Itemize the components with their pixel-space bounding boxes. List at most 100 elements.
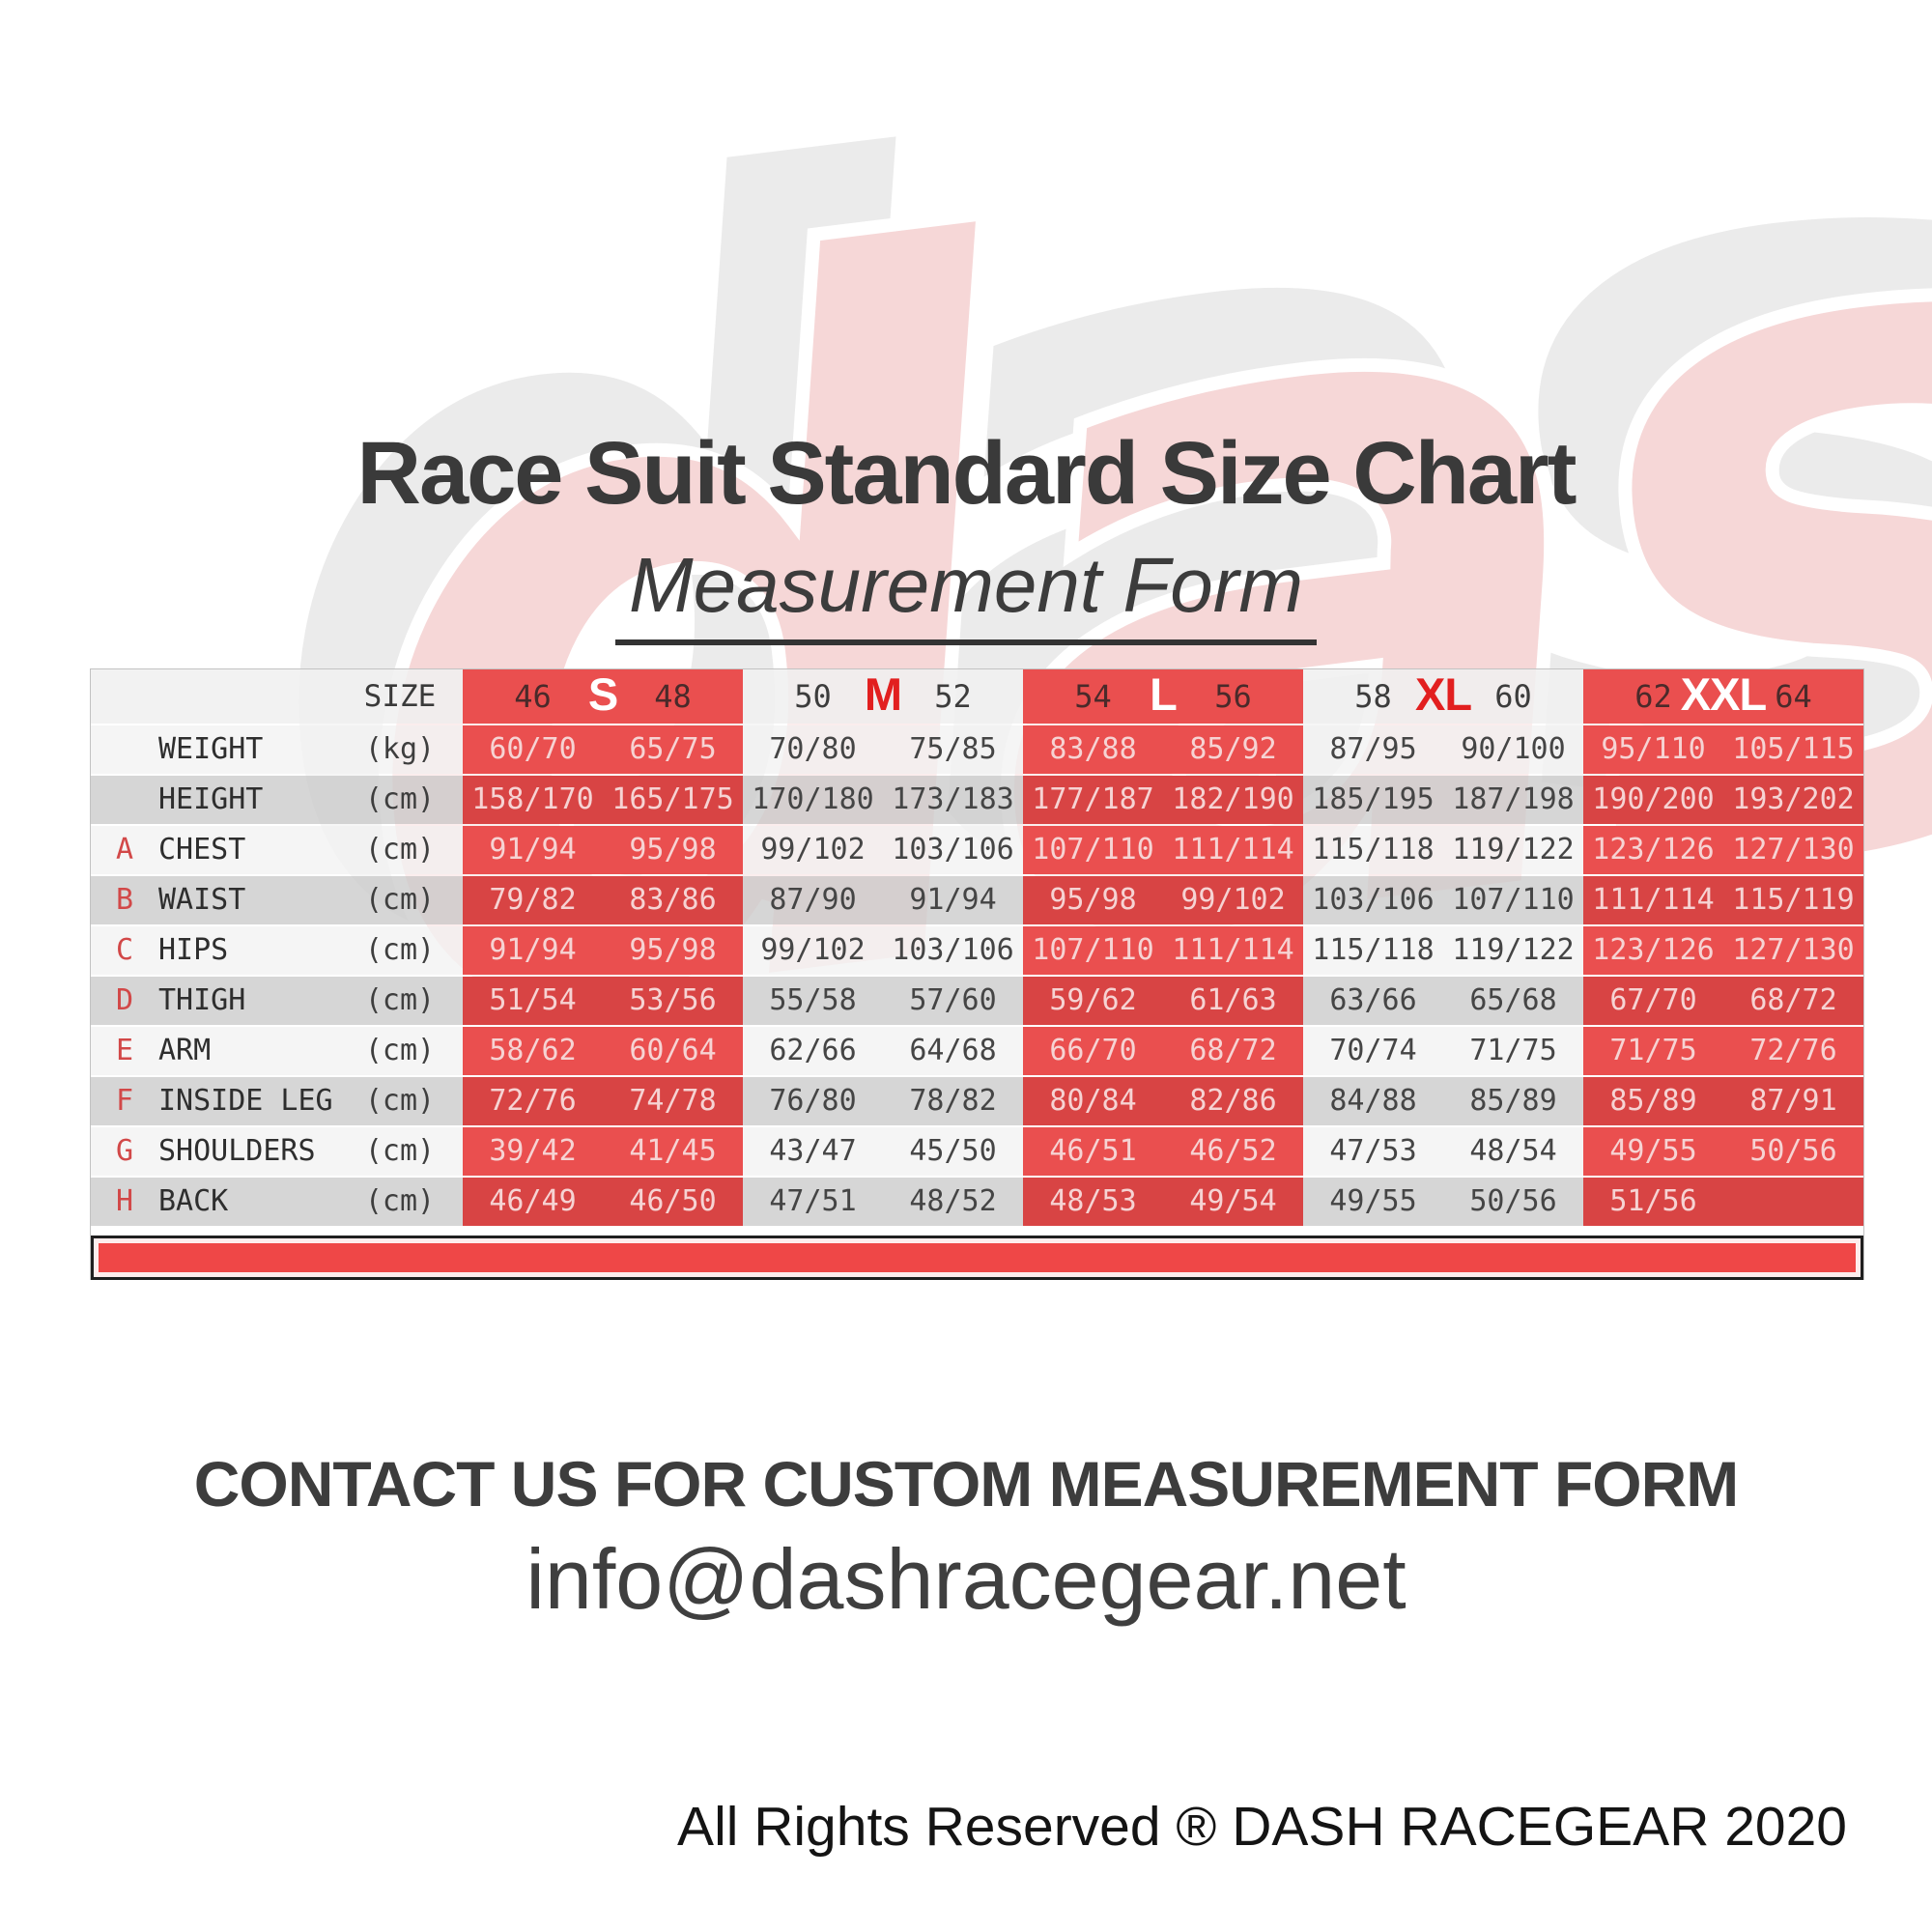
size-value-cell: 60/70 [463,725,603,774]
size-value-cell: 79/82 [463,876,603,924]
size-value-cell: 74/78 [603,1077,743,1125]
row-label: WEIGHT [158,725,337,774]
row-letter [91,725,158,774]
size-value-cell: 53/56 [603,977,743,1025]
size-value-cell: 75/85 [883,725,1023,774]
size-value-cell: 115/118 [1303,926,1443,975]
size-value-cell: 46/51 [1023,1127,1163,1176]
size-value-cell: 46/49 [463,1178,603,1226]
size-value-cell: 165/175 [603,776,743,824]
size-value-cell: 57/60 [883,977,1023,1025]
size-value-cell: 50/56 [1443,1178,1583,1226]
size-value-cell: 78/82 [883,1077,1023,1125]
size-value-cell: 127/130 [1723,826,1863,874]
row-label: INSIDE LEG [158,1077,337,1125]
size-value-cell: 115/119 [1723,876,1863,924]
size-value-cell: 45/50 [883,1127,1023,1176]
size-value-cell: 187/198 [1443,776,1583,824]
table-row-hips: C HIPS (cm) 91/94 95/98 99/102 103/106 1… [91,926,1863,977]
size-value-cell: 193/202 [1723,776,1863,824]
size-value-cell: 84/88 [1303,1077,1443,1125]
size-value-cell: 63/66 [1303,977,1443,1025]
copyright-text: All Rights Reserved ® DASH RACEGEAR 2020 [677,1796,1847,1858]
size-value-cell: 91/94 [463,826,603,874]
eu-size-left: 62 [1634,678,1672,715]
size-value-cell: 43/47 [743,1127,883,1176]
size-letter-xxl: XXL [1680,669,1767,720]
eu-size-left: 46 [514,678,552,715]
table-row-shoulders: G SHOULDERS (cm) 39/42 41/45 43/47 45/50… [91,1127,1863,1178]
size-value-cell: 41/45 [603,1127,743,1176]
size-column-header-cell: SIZE [91,669,463,724]
size-value-cell: 68/72 [1163,1027,1303,1075]
size-value-cell: 158/170 [463,776,603,824]
size-value-cell: 48/54 [1443,1127,1583,1176]
size-value-cell: 49/55 [1303,1178,1443,1226]
size-value-cell: 46/50 [603,1178,743,1226]
size-value-cell: 170/180 [743,776,883,824]
size-value-cell: 82/86 [1163,1077,1303,1125]
size-value-cell: 185/195 [1303,776,1443,824]
size-value-cell: 48/52 [883,1178,1023,1226]
size-value-cell: 95/98 [1023,876,1163,924]
eu-size-right: 60 [1494,678,1532,715]
bottom-red-bar [91,1236,1863,1280]
page-title: Race Suit Standard Size Chart [356,424,1577,523]
size-value-cell: 72/76 [1723,1027,1863,1075]
eu-size-right: 56 [1214,678,1252,715]
size-letter-l: L [1150,669,1178,720]
subtitle-wrap: Measurement Form [0,541,1932,645]
row-letter: H [91,1178,158,1226]
row-letter [91,776,158,824]
size-value-cell: 87/91 [1723,1077,1863,1125]
table-row-inside-leg: F INSIDE LEG (cm) 72/76 74/78 76/80 78/8… [91,1077,1863,1127]
size-letter-s: S [587,669,618,720]
row-unit: (cm) [337,876,463,924]
size-value-cell: 58/62 [463,1027,603,1075]
size-value-cell: 107/110 [1443,876,1583,924]
row-unit: (cm) [337,1027,463,1075]
size-value-cell: 47/51 [743,1178,883,1226]
size-label: SIZE [363,679,437,714]
size-value-cell: 72/76 [463,1077,603,1125]
size-letter-m: M [864,669,902,720]
eu-size-left: 58 [1354,678,1392,715]
row-unit: (cm) [337,1077,463,1125]
size-value-cell: 67/70 [1583,977,1723,1025]
size-group-s: 46 48 S [463,669,743,724]
size-value-cell: 80/84 [1023,1077,1163,1125]
size-value-cell: 103/106 [883,826,1023,874]
row-unit: (cm) [337,926,463,975]
size-value-cell: 85/92 [1163,725,1303,774]
size-value-cell: 65/75 [603,725,743,774]
size-value-cell: 61/63 [1163,977,1303,1025]
size-value-cell: 87/95 [1303,725,1443,774]
size-value-cell: 47/53 [1303,1127,1443,1176]
row-label: BACK [158,1178,337,1226]
size-group-m: 50 52 M [743,669,1023,724]
row-letter: C [91,926,158,975]
size-value-cell: 123/126 [1583,926,1723,975]
size-value-cell: 105/115 [1723,725,1863,774]
row-letter: G [91,1127,158,1176]
size-value-cell: 127/130 [1723,926,1863,975]
size-value-cell: 111/114 [1163,826,1303,874]
size-value-cell: 173/183 [883,776,1023,824]
row-unit: (cm) [337,1178,463,1226]
size-value-cell: 99/102 [743,926,883,975]
size-value-cell: 91/94 [883,876,1023,924]
contact-heading: CONTACT US FOR CUSTOM MEASUREMENT FORM [193,1448,1740,1520]
size-chart-header-row: SIZE 46 48 S 50 52 M 54 56 L 58 60 XL [91,669,1863,725]
row-letter: D [91,977,158,1025]
size-value-cell: 91/94 [463,926,603,975]
size-value-cell: 66/70 [1023,1027,1163,1075]
row-unit: (cm) [337,977,463,1025]
size-value-cell: 70/80 [743,725,883,774]
size-group-xl: 58 60 XL [1303,669,1583,724]
row-letter: E [91,1027,158,1075]
row-label: WAIST [158,876,337,924]
size-value-cell: 182/190 [1163,776,1303,824]
row-letter: F [91,1077,158,1125]
size-value-cell: 50/56 [1723,1127,1863,1176]
size-value-cell: 85/89 [1583,1077,1723,1125]
